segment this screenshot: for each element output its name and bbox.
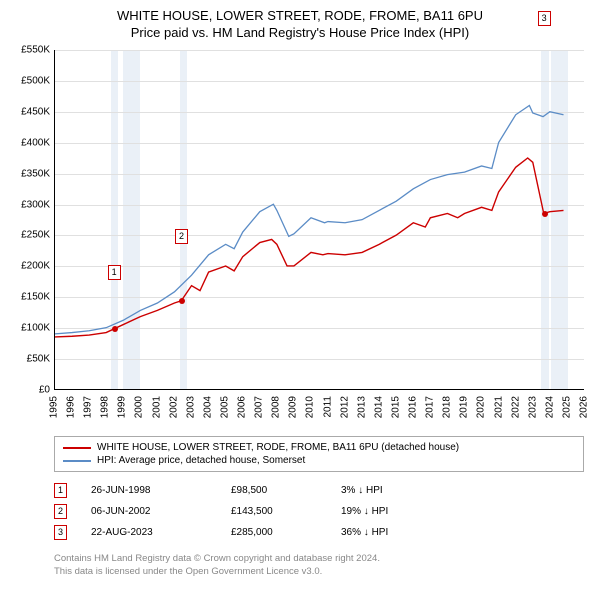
x-tick-label: 2005 <box>219 396 230 418</box>
title-address: WHITE HOUSE, LOWER STREET, RODE, FROME, … <box>12 8 588 23</box>
event-diff: 3% ↓ HPI <box>341 485 451 496</box>
event-dot <box>542 211 548 217</box>
y-tick-label: £250K <box>12 230 50 241</box>
event-row: 3 22-AUG-2023 £285,000 36% ↓ HPI <box>54 522 584 543</box>
event-date: 22-AUG-2023 <box>91 527 231 538</box>
x-tick-label: 2019 <box>459 396 470 418</box>
x-tick-label: 2003 <box>185 396 196 418</box>
legend-item: WHITE HOUSE, LOWER STREET, RODE, FROME, … <box>63 441 575 454</box>
y-tick-label: £50K <box>12 354 50 365</box>
line-series <box>55 50 584 389</box>
x-tick-label: 1996 <box>66 396 77 418</box>
event-price: £143,500 <box>231 506 341 517</box>
title-block: WHITE HOUSE, LOWER STREET, RODE, FROME, … <box>12 8 588 40</box>
x-tick-label: 2004 <box>202 396 213 418</box>
event-marker-on-chart: 2 <box>175 229 188 244</box>
legend-swatch <box>63 460 91 462</box>
event-date: 06-JUN-2002 <box>91 506 231 517</box>
event-date: 26-JUN-1998 <box>91 485 231 496</box>
legend-label: HPI: Average price, detached house, Some… <box>97 455 305 466</box>
x-tick-label: 2006 <box>237 396 248 418</box>
series-hpi <box>55 105 564 333</box>
x-tick-label: 2002 <box>168 396 179 418</box>
event-price: £285,000 <box>231 527 341 538</box>
x-tick-label: 2007 <box>254 396 265 418</box>
chart-area: £0 £50K £100K £150K £200K £250K £300K £350K £400… <box>12 46 588 426</box>
event-marker-on-chart: 1 <box>108 265 121 280</box>
x-tick-label: 2015 <box>390 396 401 418</box>
y-tick-label: £550K <box>12 45 50 56</box>
legend-label: WHITE HOUSE, LOWER STREET, RODE, FROME, … <box>97 442 459 453</box>
event-table: 1 26-JUN-1998 £98,500 3% ↓ HPI 2 06-JUN-… <box>54 480 584 543</box>
y-tick-label: £300K <box>12 199 50 210</box>
x-tick-label: 2020 <box>476 396 487 418</box>
y-tick-label: £0 <box>12 385 50 396</box>
x-tick-label: 2024 <box>544 396 555 418</box>
x-tick-label: 2016 <box>408 396 419 418</box>
event-marker-badge: 3 <box>54 525 67 540</box>
plot-region: 123 <box>54 50 584 390</box>
x-tick-label: 1998 <box>100 396 111 418</box>
x-tick-label: 2010 <box>305 396 316 418</box>
legend-item: HPI: Average price, detached house, Some… <box>63 454 575 467</box>
series-property <box>55 158 564 337</box>
y-tick-label: £100K <box>12 323 50 334</box>
x-tick-label: 2023 <box>527 396 538 418</box>
y-tick-label: £450K <box>12 106 50 117</box>
y-tick-label: £400K <box>12 137 50 148</box>
y-tick-label: £200K <box>12 261 50 272</box>
event-marker-badge: 2 <box>54 504 67 519</box>
title-subtitle: Price paid vs. HM Land Registry's House … <box>12 25 588 40</box>
x-tick-label: 2026 <box>579 396 590 418</box>
event-marker-on-chart: 3 <box>538 11 551 26</box>
attribution: Contains HM Land Registry data © Crown c… <box>54 553 584 579</box>
event-row: 1 26-JUN-1998 £98,500 3% ↓ HPI <box>54 480 584 501</box>
attribution-line: This data is licensed under the Open Gov… <box>54 566 584 579</box>
x-tick-label: 1995 <box>49 396 60 418</box>
legend: WHITE HOUSE, LOWER STREET, RODE, FROME, … <box>54 436 584 472</box>
x-tick-label: 2001 <box>151 396 162 418</box>
x-tick-label: 2014 <box>373 396 384 418</box>
event-dot <box>112 326 118 332</box>
x-tick-label: 2008 <box>271 396 282 418</box>
x-tick-label: 2011 <box>322 396 333 418</box>
x-tick-label: 2021 <box>493 396 504 418</box>
x-tick-label: 1997 <box>83 396 94 418</box>
y-tick-label: £350K <box>12 168 50 179</box>
attribution-line: Contains HM Land Registry data © Crown c… <box>54 553 584 566</box>
y-tick-label: £150K <box>12 292 50 303</box>
legend-swatch <box>63 447 91 449</box>
y-tick-label: £500K <box>12 75 50 86</box>
event-marker-badge: 1 <box>54 483 67 498</box>
x-tick-label: 2009 <box>288 396 299 418</box>
x-tick-label: 1999 <box>117 396 128 418</box>
chart-container: WHITE HOUSE, LOWER STREET, RODE, FROME, … <box>0 0 600 587</box>
x-tick-label: 2025 <box>561 396 572 418</box>
x-tick-label: 2012 <box>339 396 350 418</box>
x-tick-label: 2018 <box>442 396 453 418</box>
x-tick-label: 2017 <box>425 396 436 418</box>
x-tick-label: 2000 <box>134 396 145 418</box>
event-diff: 36% ↓ HPI <box>341 527 451 538</box>
event-dot <box>179 298 185 304</box>
event-diff: 19% ↓ HPI <box>341 506 451 517</box>
event-row: 2 06-JUN-2002 £143,500 19% ↓ HPI <box>54 501 584 522</box>
event-price: £98,500 <box>231 485 341 496</box>
x-tick-label: 2013 <box>356 396 367 418</box>
x-tick-label: 2022 <box>510 396 521 418</box>
